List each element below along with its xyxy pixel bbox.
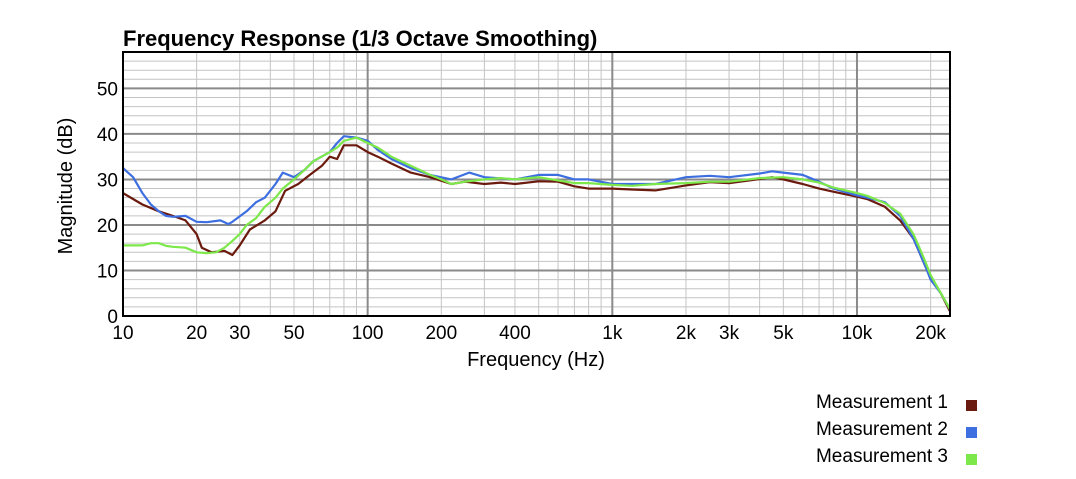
x-tick-label: 1k (602, 323, 623, 344)
y-tick-label: 10 (97, 261, 118, 282)
x-tick-label: 10 (112, 323, 133, 344)
x-tick-label: 2k (676, 323, 697, 344)
legend-label: Measurement 3 (815, 446, 948, 467)
x-tick-label: 30 (229, 323, 250, 344)
legend-swatch (966, 454, 977, 465)
y-tick-label: 20 (97, 216, 118, 237)
legend: Measurement 1 Measurement 2 Measurement … (798, 392, 998, 473)
x-tick-label: 50 (283, 323, 304, 344)
y-tick-label: 50 (97, 79, 118, 100)
legend-label: Measurement 2 (815, 419, 948, 440)
x-tick-label: 5k (773, 323, 794, 344)
plot-frame (122, 51, 951, 317)
chart-title: Frequency Response (1/3 Octave Smoothing… (123, 26, 597, 51)
x-axis-label: Frequency (Hz) (467, 349, 605, 371)
legend-item-measurement-1: Measurement 1 (798, 392, 998, 419)
legend-swatch (966, 427, 977, 438)
x-tick-label: 100 (352, 323, 384, 344)
legend-label: Measurement 1 (815, 392, 948, 413)
x-tick-label: 10k (842, 323, 873, 344)
legend-item-measurement-2: Measurement 2 (798, 419, 998, 446)
x-tick-label: 20 (186, 323, 207, 344)
series-line-measurement-1 (122, 144, 951, 312)
y-tick-labels: 0 10 20 30 40 50 (97, 79, 118, 328)
y-tick-label: 0 (107, 307, 118, 328)
y-axis-label: Magnitude (dB) (55, 118, 77, 255)
series-lines (122, 135, 951, 312)
series-line-measurement-2 (122, 135, 951, 310)
x-tick-label: 200 (425, 323, 457, 344)
x-tick-label: 20k (915, 323, 946, 344)
x-tick-labels: 10 20 30 50 100 200 400 1k 2k 3k 5k 10k 20k (112, 323, 946, 344)
legend-item-measurement-3: Measurement 3 (798, 446, 998, 473)
legend-swatch (966, 400, 977, 411)
y-tick-label: 30 (97, 170, 118, 191)
y-tick-label: 40 (97, 125, 118, 146)
x-tick-label: 3k (719, 323, 740, 344)
series-line-measurement-3 (123, 136, 951, 310)
x-tick-label: 400 (499, 323, 531, 344)
